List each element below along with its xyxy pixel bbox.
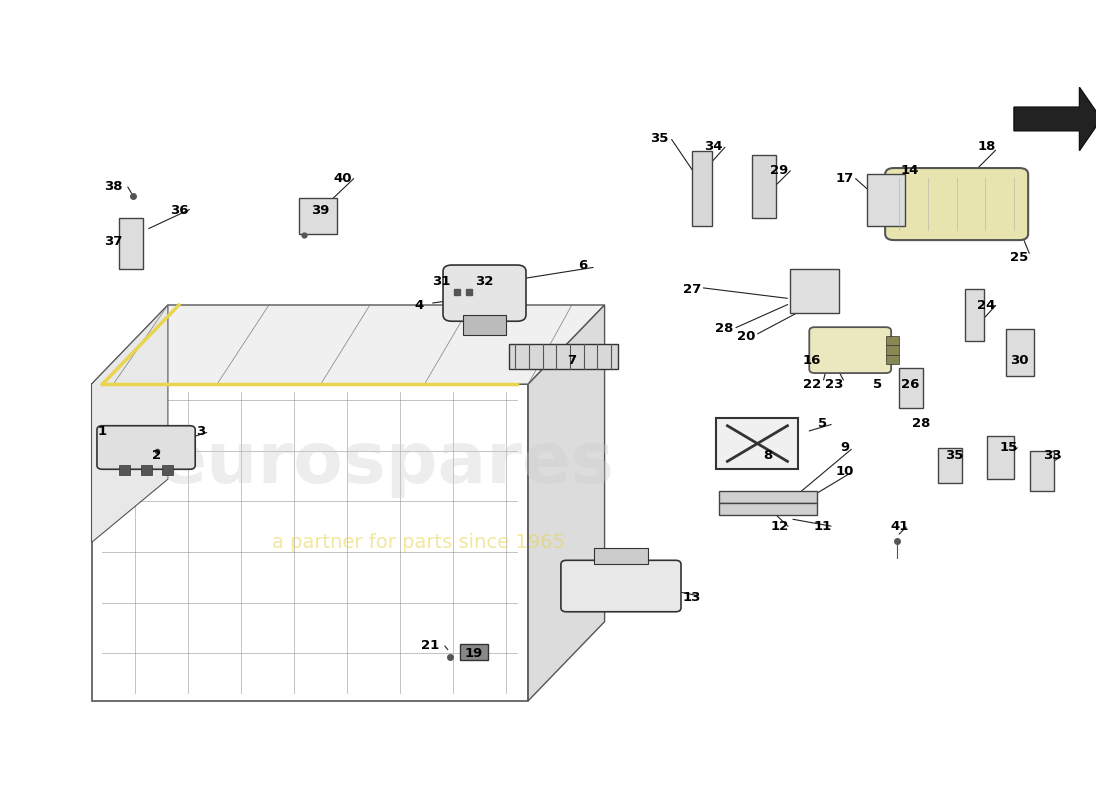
Text: 9: 9 xyxy=(840,441,849,454)
Bar xyxy=(461,644,487,660)
Bar xyxy=(119,466,130,475)
FancyBboxPatch shape xyxy=(867,174,905,226)
Text: 29: 29 xyxy=(770,164,789,177)
FancyBboxPatch shape xyxy=(443,265,526,322)
Bar xyxy=(886,346,899,355)
Text: eurospares: eurospares xyxy=(157,429,615,498)
Text: 30: 30 xyxy=(1010,354,1028,367)
Polygon shape xyxy=(528,305,605,701)
Polygon shape xyxy=(1014,87,1100,150)
Text: 24: 24 xyxy=(978,298,996,311)
FancyBboxPatch shape xyxy=(1031,451,1054,491)
Text: 28: 28 xyxy=(715,322,734,335)
Text: 1: 1 xyxy=(98,425,107,438)
Text: 35: 35 xyxy=(650,132,669,146)
Bar xyxy=(692,150,712,226)
Text: 2: 2 xyxy=(153,449,162,462)
Text: 23: 23 xyxy=(825,378,843,390)
Text: 26: 26 xyxy=(901,378,920,390)
Text: 31: 31 xyxy=(431,274,450,288)
Bar xyxy=(299,198,337,234)
FancyBboxPatch shape xyxy=(810,327,891,373)
Text: 3: 3 xyxy=(196,425,206,438)
Text: 6: 6 xyxy=(579,259,587,272)
Bar xyxy=(463,315,506,334)
Bar xyxy=(119,218,143,270)
Bar xyxy=(719,491,817,503)
Polygon shape xyxy=(91,305,605,384)
Text: 14: 14 xyxy=(901,164,920,177)
Bar xyxy=(141,466,152,475)
Text: 34: 34 xyxy=(704,140,723,153)
Text: 7: 7 xyxy=(568,354,576,367)
Bar xyxy=(719,503,817,514)
FancyBboxPatch shape xyxy=(716,418,799,470)
Text: 16: 16 xyxy=(803,354,822,367)
Text: 20: 20 xyxy=(737,330,756,343)
Text: 15: 15 xyxy=(1000,441,1018,454)
Text: 4: 4 xyxy=(415,298,424,311)
Bar xyxy=(937,447,961,483)
Text: 5: 5 xyxy=(873,378,882,390)
Polygon shape xyxy=(91,305,168,542)
Text: 27: 27 xyxy=(683,282,701,296)
Text: 36: 36 xyxy=(169,203,188,217)
Text: 35: 35 xyxy=(945,449,964,462)
Text: 11: 11 xyxy=(814,520,832,533)
Bar xyxy=(594,549,648,564)
Text: 21: 21 xyxy=(421,639,439,652)
FancyBboxPatch shape xyxy=(561,560,681,612)
Text: 10: 10 xyxy=(836,465,854,478)
Text: 41: 41 xyxy=(890,520,909,533)
Bar xyxy=(886,355,899,364)
Bar xyxy=(752,154,776,218)
FancyBboxPatch shape xyxy=(1006,329,1034,376)
Text: 25: 25 xyxy=(1010,251,1028,264)
Text: 28: 28 xyxy=(912,418,931,430)
Text: 33: 33 xyxy=(1043,449,1062,462)
Text: a partner for parts since 1965: a partner for parts since 1965 xyxy=(273,533,565,552)
Text: 17: 17 xyxy=(836,172,854,185)
Text: 39: 39 xyxy=(311,203,330,217)
Text: 13: 13 xyxy=(683,591,701,605)
Text: 22: 22 xyxy=(803,378,821,390)
Bar xyxy=(508,344,618,369)
Bar xyxy=(900,368,923,408)
FancyBboxPatch shape xyxy=(886,168,1028,240)
Text: 12: 12 xyxy=(770,520,789,533)
Text: 40: 40 xyxy=(333,172,352,185)
Text: 8: 8 xyxy=(763,449,773,462)
Bar xyxy=(886,336,899,346)
Bar xyxy=(965,289,985,341)
Text: 5: 5 xyxy=(818,418,827,430)
FancyBboxPatch shape xyxy=(97,426,195,470)
Bar xyxy=(163,466,174,475)
Text: 18: 18 xyxy=(978,140,996,153)
Text: 19: 19 xyxy=(464,647,483,660)
Text: 32: 32 xyxy=(475,274,494,288)
Bar xyxy=(987,436,1014,479)
Text: 38: 38 xyxy=(104,180,122,193)
Text: 37: 37 xyxy=(104,235,122,248)
Bar xyxy=(790,270,839,313)
